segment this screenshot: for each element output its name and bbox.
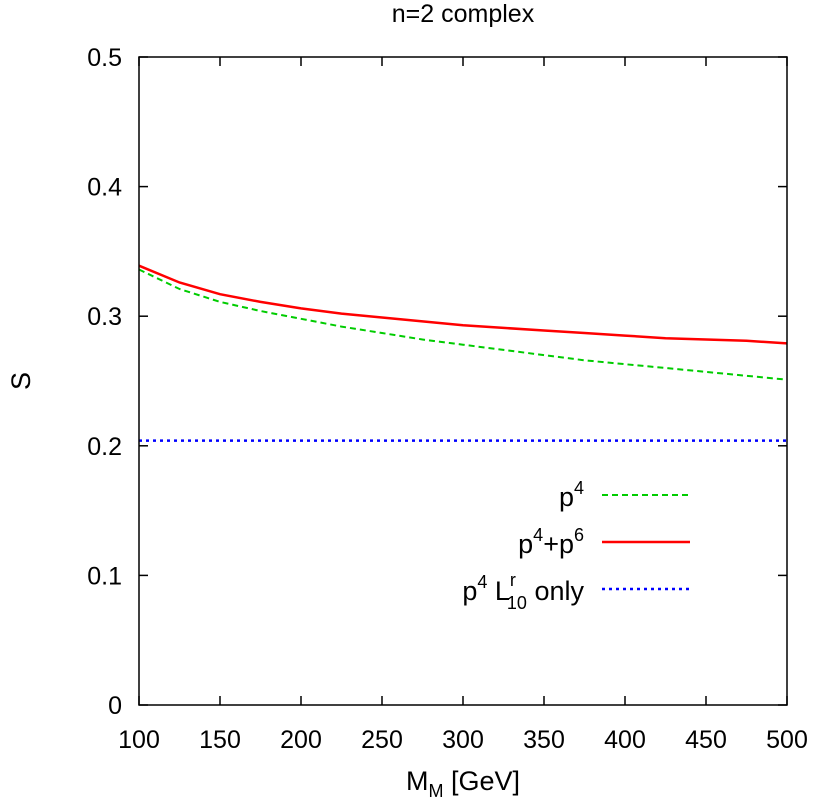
x-axis-label: MM [GeV] — [406, 766, 520, 801]
y-tick-label: 0.4 — [87, 174, 122, 202]
x-tick-label: 500 — [766, 726, 808, 754]
y-axis-label: S — [6, 372, 36, 390]
x-tick-label: 250 — [361, 726, 403, 754]
y-tick-label: 0.3 — [87, 303, 122, 331]
plot-frame — [138, 56, 788, 706]
y-tick-label: 0 — [108, 692, 122, 720]
x-axis-label-main: M — [406, 766, 429, 796]
chart-title: n=2 complex — [392, 0, 535, 28]
y-tick-label: 0.2 — [87, 433, 122, 461]
y-tick-label: 0.1 — [87, 562, 122, 590]
x-axis-label-sub: M — [428, 781, 443, 801]
series-line-1 — [138, 268, 788, 381]
y-tick-label: 0.5 — [87, 44, 122, 72]
x-tick-label: 450 — [685, 726, 727, 754]
legend-label-p4: p4 — [559, 478, 584, 512]
x-tick-label: 300 — [442, 726, 484, 754]
x-tick-label: 200 — [280, 726, 322, 754]
series-line-2 — [138, 264, 788, 345]
x-tick-label: 100 — [118, 726, 160, 754]
x-tick-label: 400 — [604, 726, 646, 754]
series-layer — [138, 264, 788, 442]
x-axis-label-rest: [GeV] — [443, 766, 520, 796]
legend: p4 p4+p6 p4 Lr 10 only — [462, 478, 690, 613]
legend-entry-p4-p6: p4+p6 — [518, 525, 690, 559]
x-tick-label: 350 — [523, 726, 565, 754]
legend-label-p4-p6: p4+p6 — [518, 525, 584, 559]
legend-label-p4-L10: p4 Lr 10 only — [462, 570, 584, 613]
legend-entry-p4-L10: p4 Lr 10 only — [462, 570, 690, 613]
x-tick-label: 150 — [199, 726, 241, 754]
legend-entry-p4: p4 — [559, 478, 690, 512]
ticks-layer: 100 150 200 250 300 350 400 450 500 0 0.1 0.2 0.3 0.4… — [87, 44, 808, 754]
